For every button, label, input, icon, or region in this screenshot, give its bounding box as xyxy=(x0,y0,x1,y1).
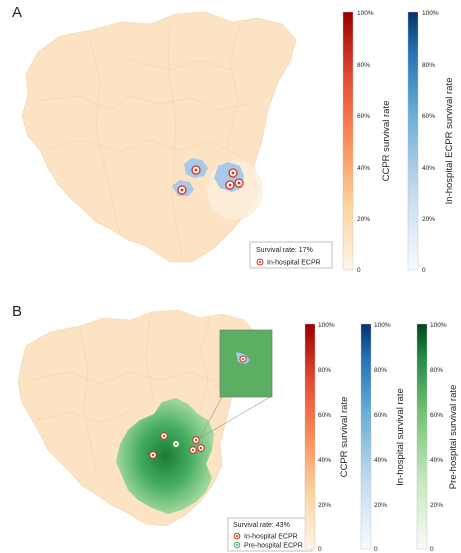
in-hospital-ecpr-marker xyxy=(149,451,157,459)
colorbar-tick: 20% xyxy=(422,216,435,223)
legend-marker-red-icon xyxy=(233,532,241,540)
inset-hospital-marker xyxy=(239,355,247,363)
colorbar-gradient xyxy=(342,11,354,271)
colorbar-tick: 40% xyxy=(318,457,331,464)
colorbar-tick: 80% xyxy=(374,367,387,374)
legend-marker-green-icon xyxy=(233,541,241,549)
colorbar-tick: 100% xyxy=(430,322,447,329)
colorbar-tick: 60% xyxy=(318,412,331,419)
colorbar-tick: 80% xyxy=(318,367,331,374)
legend-item-label: In-hospital ECPR xyxy=(267,260,321,267)
legend-item-label: In-hospital ECPR xyxy=(244,534,298,541)
colorbar-tick: 60% xyxy=(374,412,387,419)
hospital-markers-b xyxy=(149,432,205,459)
colorbar-tick: 100% xyxy=(357,10,374,17)
colorbar-title: In-hospital survival rate xyxy=(395,388,406,486)
colorbar-gradient xyxy=(360,323,372,550)
in-hospital-ecpr-marker xyxy=(225,180,235,190)
colorbar-tick: 100% xyxy=(374,322,391,329)
colorbar-ccpr-a: 100% 80% 60% 40% 20% 0 CCPR survival rat… xyxy=(342,10,392,274)
colorbar-in-hospital-b: 100% 80% 60% 40% 20% 0 In-hospital survi… xyxy=(360,322,406,553)
in-hospital-ecpr-marker xyxy=(177,185,187,195)
pre-hospital-ecpr-marker xyxy=(172,440,180,448)
green-survival-area xyxy=(116,398,214,514)
colorbar-title: In-hospital ECPR survival rate xyxy=(444,78,455,205)
legend-survival-rate: Survival rate: 43% xyxy=(233,522,290,529)
colorbar-tick: 100% xyxy=(318,322,335,329)
in-hospital-ecpr-marker xyxy=(234,178,244,188)
legend-survival-rate: Survival rate: 17% xyxy=(256,247,313,254)
colorbar-tick: 40% xyxy=(422,165,435,172)
legend-marker-red-icon xyxy=(256,258,264,266)
legend-item-label: Pre-hospital ECPR xyxy=(244,543,303,550)
colorbar-tick: 0 xyxy=(430,546,434,553)
colorbar-tick: 0 xyxy=(318,546,322,553)
in-hospital-ecpr-marker xyxy=(197,444,205,452)
colorbar-tick: 20% xyxy=(374,502,387,509)
panel-letter-b: B xyxy=(12,303,22,320)
colorbar-tick: 80% xyxy=(430,367,443,374)
colorbar-gradient xyxy=(304,323,316,550)
region-outline-a xyxy=(21,11,297,263)
legend-b: Survival rate: 43% In-hospital ECPR Pre-… xyxy=(227,517,313,552)
colorbar-tick: 20% xyxy=(357,216,370,223)
colorbar-tick: 40% xyxy=(357,165,370,172)
pre-hospital-ecpr-zone-b xyxy=(116,398,214,514)
in-hospital-ecpr-marker xyxy=(192,436,200,444)
legend-a: Survival rate: 17% In-hospital ECPR xyxy=(249,241,333,269)
colorbar-title: CCPR survival rate xyxy=(381,101,392,182)
colorbar-tick: 80% xyxy=(422,62,435,69)
colorbar-title: Pre-hospital survival rate xyxy=(448,385,459,490)
colorbar-tick: 80% xyxy=(357,62,370,69)
colorbar-tick: 100% xyxy=(422,10,439,17)
colorbar-ccpr-b: 100% 80% 60% 40% 20% 0 CCPR survival rat… xyxy=(304,322,350,553)
panel-letter-a: A xyxy=(12,4,22,21)
panel-a: A Survival rate: xyxy=(12,4,455,274)
colorbar-pre-hospital-b: 100% 80% 60% 40% 20% 0 Pre-hospital surv… xyxy=(416,322,459,553)
hospital-markers-a xyxy=(177,165,244,195)
in-hospital-ecpr-marker xyxy=(191,165,201,175)
zoom-inset xyxy=(199,329,273,439)
colorbar-tick: 0 xyxy=(357,267,361,274)
colorbar-tick: 60% xyxy=(357,113,370,120)
colorbar-gradient xyxy=(416,323,428,550)
colorbar-tick: 40% xyxy=(374,457,387,464)
colorbar-tick: 0 xyxy=(374,546,378,553)
colorbar-in-hospital-ecpr-a: 100% 80% 60% 40% 20% 0 In-hospital ECPR … xyxy=(407,10,455,274)
colorbar-title: CCPR survival rate xyxy=(339,397,350,478)
colorbar-tick: 20% xyxy=(318,502,331,509)
colorbar-gradient xyxy=(407,11,419,271)
in-hospital-ecpr-marker xyxy=(160,432,168,440)
colorbar-tick: 20% xyxy=(430,502,443,509)
panel-b: B xyxy=(12,303,459,553)
colorbar-tick: 60% xyxy=(430,412,443,419)
in-hospital-ecpr-marker xyxy=(228,168,238,178)
colorbar-tick: 60% xyxy=(422,113,435,120)
region-map-a xyxy=(21,11,297,263)
in-hospital-ecpr-marker xyxy=(189,446,197,454)
colorbar-tick: 0 xyxy=(422,267,426,274)
colorbar-tick: 40% xyxy=(430,457,443,464)
